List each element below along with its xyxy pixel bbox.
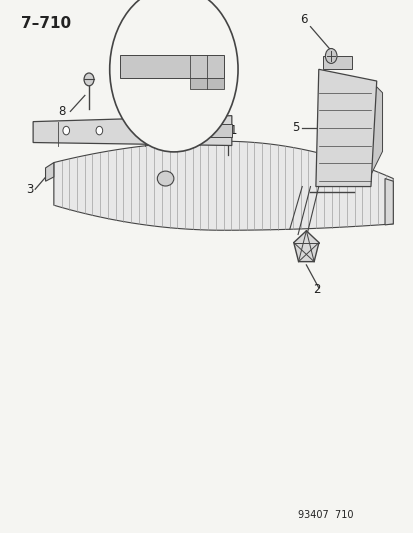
Text: 7: 7 [209, 63, 216, 77]
Circle shape [96, 126, 102, 135]
Text: 8: 8 [58, 105, 66, 118]
Circle shape [63, 126, 69, 135]
Polygon shape [293, 231, 318, 262]
Polygon shape [384, 179, 392, 225]
Ellipse shape [157, 171, 173, 186]
Text: 6: 6 [300, 13, 307, 26]
Circle shape [325, 49, 336, 63]
FancyBboxPatch shape [157, 124, 231, 137]
Polygon shape [33, 116, 231, 146]
Polygon shape [315, 69, 376, 187]
Polygon shape [370, 81, 382, 175]
Polygon shape [45, 163, 54, 181]
Text: 1: 1 [229, 124, 237, 138]
Polygon shape [190, 78, 223, 89]
Text: 7–710: 7–710 [21, 16, 71, 31]
Circle shape [109, 0, 237, 152]
Text: 93407  710: 93407 710 [297, 510, 353, 520]
Circle shape [84, 73, 94, 86]
Polygon shape [54, 141, 392, 230]
Text: 3: 3 [26, 183, 33, 196]
Text: 4: 4 [221, 136, 228, 149]
Polygon shape [322, 56, 351, 69]
Text: 5: 5 [292, 122, 299, 134]
Text: 2: 2 [312, 283, 320, 296]
Polygon shape [120, 55, 223, 78]
